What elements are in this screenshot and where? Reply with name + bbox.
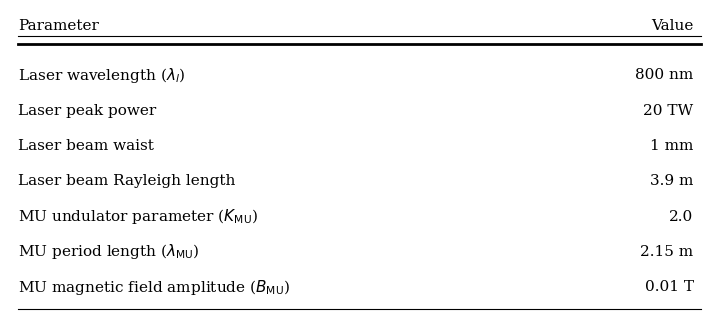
- Text: 1 mm: 1 mm: [650, 139, 694, 153]
- Text: MU undulator parameter ($K_{\mathrm{MU}}$): MU undulator parameter ($K_{\mathrm{MU}}…: [19, 207, 259, 226]
- Text: 3.9 m: 3.9 m: [650, 174, 694, 188]
- Text: Laser peak power: Laser peak power: [19, 104, 157, 118]
- Text: 2.0: 2.0: [669, 210, 694, 224]
- Text: Laser beam Rayleigh length: Laser beam Rayleigh length: [19, 174, 236, 188]
- Text: Parameter: Parameter: [19, 19, 99, 33]
- Text: 0.01 T: 0.01 T: [644, 280, 694, 294]
- Text: Laser wavelength ($\lambda_l$): Laser wavelength ($\lambda_l$): [19, 66, 186, 85]
- Text: 2.15 m: 2.15 m: [641, 245, 694, 259]
- Text: MU period length ($\lambda_{\mathrm{MU}}$): MU period length ($\lambda_{\mathrm{MU}}…: [19, 242, 200, 261]
- Text: MU magnetic field amplitude ($B_{\mathrm{MU}}$): MU magnetic field amplitude ($B_{\mathrm…: [19, 278, 290, 297]
- Text: Laser beam waist: Laser beam waist: [19, 139, 155, 153]
- Text: 20 TW: 20 TW: [644, 104, 694, 118]
- Text: 800 nm: 800 nm: [636, 68, 694, 82]
- Text: Value: Value: [651, 19, 694, 33]
